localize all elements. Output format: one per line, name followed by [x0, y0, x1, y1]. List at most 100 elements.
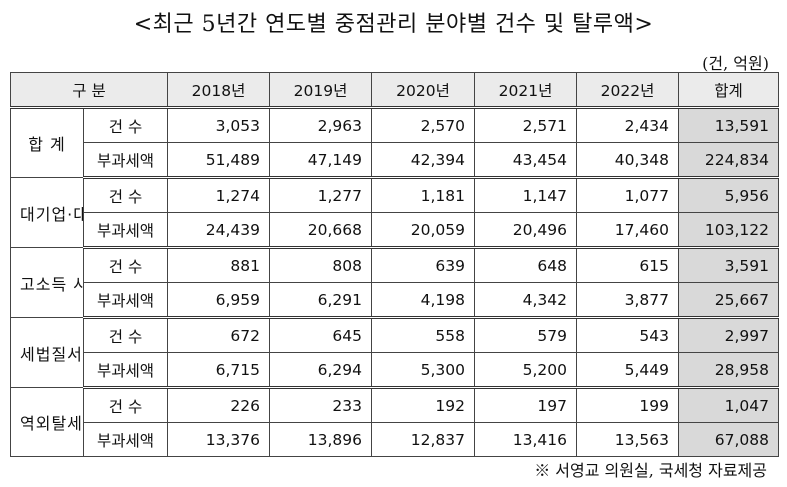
row-label: 건 수 — [82, 107, 169, 143]
value-cell: 13,376 — [167, 422, 271, 457]
value-cell: 4,198 — [371, 282, 476, 319]
total-cell: 28,958 — [678, 352, 780, 389]
row-label: 건 수 — [82, 247, 169, 283]
value-cell: 1,077 — [576, 177, 680, 213]
value-cell: 881 — [167, 247, 271, 283]
row-label: 부과세액 — [82, 212, 169, 249]
value-cell: 3,053 — [167, 107, 271, 143]
value-cell: 233 — [269, 387, 373, 423]
unit-label: (건, 억원) — [702, 54, 769, 73]
value-cell: 42,394 — [371, 142, 476, 179]
value-cell: 615 — [576, 247, 680, 283]
value-cell: 226 — [167, 387, 271, 423]
header-year: 2022년 — [576, 72, 680, 109]
row-label: 부과세액 — [82, 282, 169, 319]
value-cell: 12,837 — [371, 422, 476, 457]
value-cell: 51,489 — [167, 142, 271, 179]
value-cell: 6,291 — [269, 282, 373, 319]
value-cell: 47,149 — [269, 142, 373, 179]
row-label: 부과세액 — [82, 352, 169, 389]
value-cell: 2,571 — [474, 107, 578, 143]
value-cell: 6,294 — [269, 352, 373, 389]
value-cell: 4,342 — [474, 282, 578, 319]
value-cell: 5,200 — [474, 352, 578, 389]
value-cell: 13,896 — [269, 422, 373, 457]
value-cell: 808 — [269, 247, 373, 283]
total-cell: 2,997 — [678, 317, 780, 353]
total-cell: 13,591 — [678, 107, 780, 143]
table-row: 대기업·대재산가건 수1,2741,2771,1811,1471,0775,95… — [10, 177, 780, 248]
value-cell: 2,434 — [576, 107, 680, 143]
value-cell: 1,277 — [269, 177, 373, 213]
value-cell: 639 — [371, 247, 476, 283]
row-label: 부과세액 — [82, 142, 169, 179]
value-cell: 20,059 — [371, 212, 476, 249]
value-cell: 1,181 — [371, 177, 476, 213]
value-cell: 40,348 — [576, 142, 680, 179]
value-cell: 5,300 — [371, 352, 476, 389]
value-cell: 13,416 — [474, 422, 578, 457]
value-cell: 648 — [474, 247, 578, 283]
header-total: 합계 — [678, 72, 780, 109]
total-cell: 3,591 — [678, 247, 780, 283]
value-cell: 645 — [269, 317, 373, 353]
value-cell: 43,454 — [474, 142, 578, 179]
category-label: 합 계 — [10, 107, 84, 178]
table-row: 부과세액 24,439 20,668 20,059 20,496 17,460 103,12… — [11, 212, 780, 249]
value-cell: 13,563 — [576, 422, 680, 457]
header-row: 구 분 2018년 2019년 2020년 2021년 2022년 합계 — [9, 72, 780, 109]
row-label: 건 수 — [82, 317, 169, 353]
header-year: 2019년 — [269, 72, 373, 109]
table-row: 역외탈세 건 수 226 233 192 197 199 1,047 — [10, 387, 780, 457]
table-row: 부과세액 6,715 6,294 5,300 5,200 5,449 28,958 — [11, 352, 780, 389]
table-row: 부과세액 51,489 47,149 42,394 43,454 40,348 224,83… — [11, 142, 780, 179]
value-cell: 672 — [167, 317, 271, 353]
total-cell: 1,047 — [678, 387, 780, 423]
header-year: 2018년 — [167, 72, 271, 109]
value-cell: 3,877 — [576, 282, 680, 319]
category-label: 역외탈세 — [10, 387, 84, 457]
header-year: 2020년 — [371, 72, 476, 109]
total-cell: 67,088 — [678, 422, 780, 457]
value-cell: 17,460 — [576, 212, 680, 249]
row-label: 건 수 — [82, 177, 169, 213]
total-cell: 5,956 — [678, 177, 780, 213]
value-cell: 20,496 — [474, 212, 578, 249]
value-cell: 199 — [576, 387, 680, 423]
value-cell: 558 — [371, 317, 476, 353]
table-header: 구 분 2018년 2019년 2020년 2021년 2022년 합계 — [9, 72, 780, 109]
header-category: 구 분 — [9, 72, 169, 109]
table-row: 부과세액 13,376 13,896 12,837 13,416 13,563 67,088 — [11, 422, 780, 457]
total-cell: 103,122 — [678, 212, 780, 249]
value-cell: 6,715 — [167, 352, 271, 389]
value-cell: 20,668 — [269, 212, 373, 249]
value-cell: 2,570 — [371, 107, 476, 143]
value-cell: 2,963 — [269, 107, 373, 143]
value-cell: 6,959 — [167, 282, 271, 319]
category-label: 고소득 사업자 — [10, 247, 84, 318]
value-cell: 24,439 — [167, 212, 271, 249]
value-cell: 5,449 — [576, 352, 680, 389]
category-label: 세법질서 민생침해 — [10, 317, 84, 388]
table-title: <최근 5년간 연도별 중점관리 분야별 건수 및 탈루액> — [133, 12, 654, 37]
category-label: 대기업·대재산가 — [10, 177, 84, 248]
total-cell: 25,667 — [678, 282, 780, 319]
data-table: 구 분 2018년 2019년 2020년 2021년 2022년 합계 합 계… — [9, 72, 780, 457]
row-label: 부과세액 — [82, 422, 169, 457]
value-cell: 579 — [474, 317, 578, 353]
table-row: 부과세액 6,959 6,291 4,198 4,342 3,877 25,667 — [11, 282, 780, 319]
value-cell: 1,147 — [474, 177, 578, 213]
value-cell: 197 — [474, 387, 578, 423]
header-year: 2021년 — [474, 72, 578, 109]
value-cell: 1,274 — [167, 177, 271, 213]
value-cell: 192 — [371, 387, 476, 423]
total-cell: 224,834 — [678, 142, 780, 179]
value-cell: 543 — [576, 317, 680, 353]
source-note: ※ 서영교 의원실, 국세청 자료제공 — [534, 461, 767, 480]
row-label: 건 수 — [82, 387, 169, 423]
